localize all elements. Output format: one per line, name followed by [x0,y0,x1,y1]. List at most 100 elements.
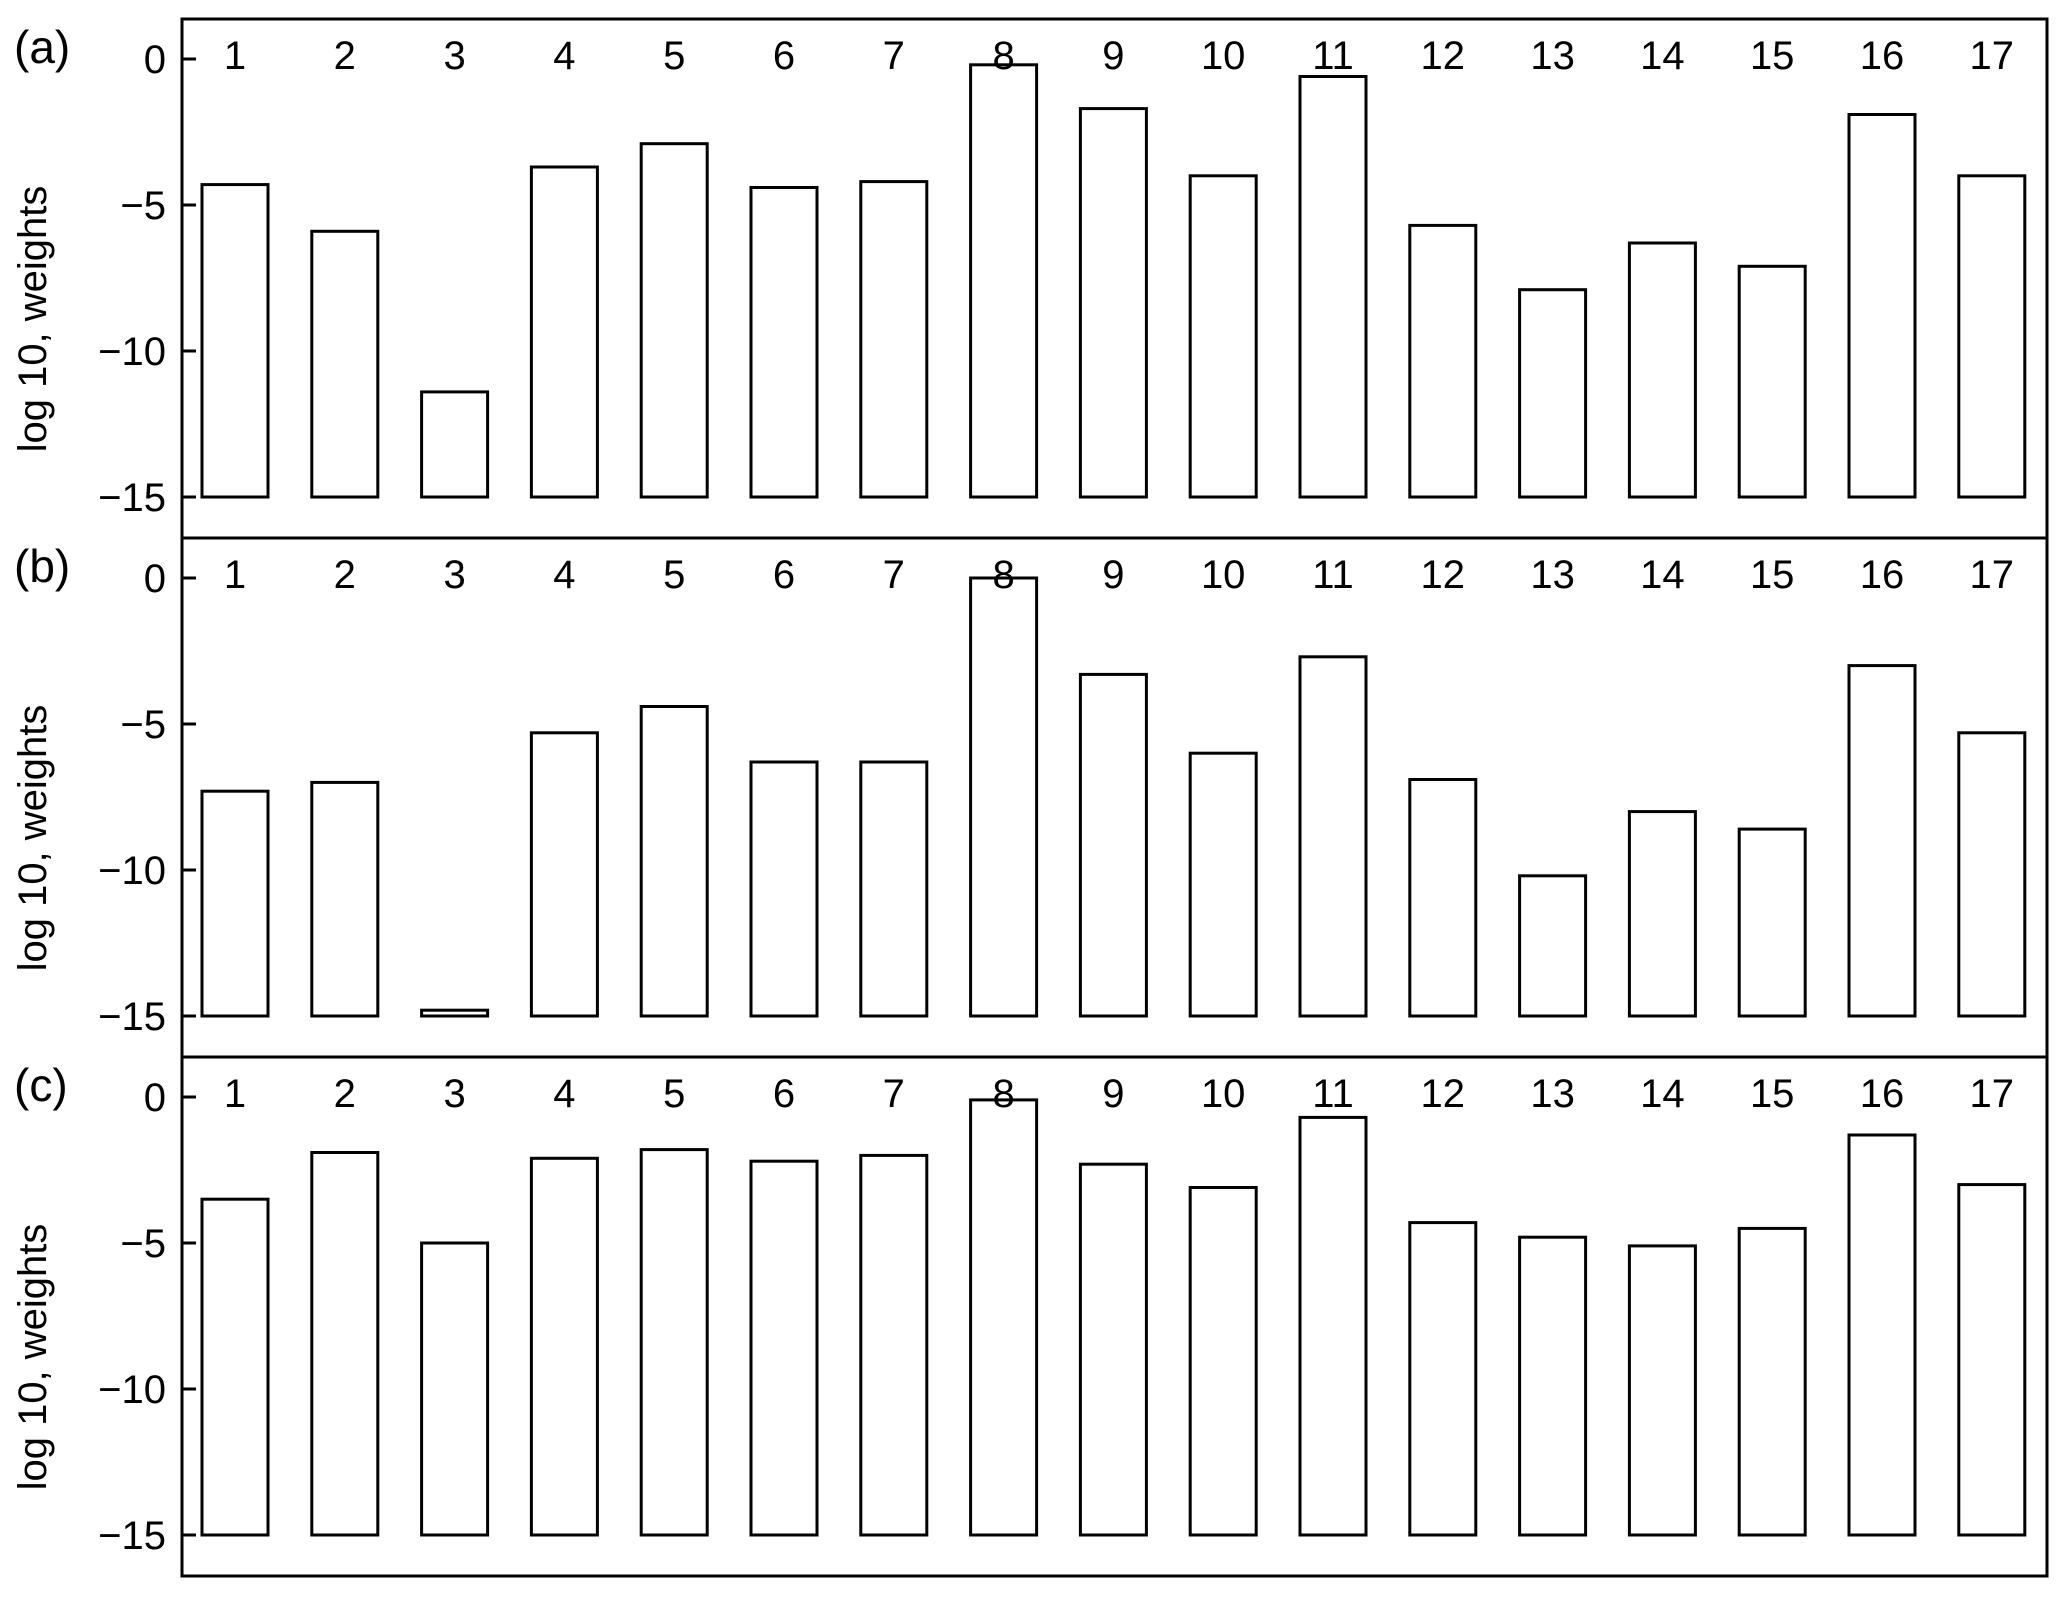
panel-label: (c) [14,1059,68,1111]
category-label: 4 [553,1072,575,1116]
category-label: 1 [224,553,246,597]
y-tick-label: −10 [98,1368,166,1412]
bar-11 [1298,655,1368,1018]
y-tick-label: −10 [98,849,166,893]
category-label: 11 [1312,553,1354,597]
category-label: 3 [443,553,465,597]
bar-3 [420,1241,490,1537]
category-label: 1 [224,34,246,78]
bar-3 [420,1008,490,1018]
bar-15 [1737,264,1807,499]
bar-4 [529,1156,599,1537]
category-label: 5 [663,553,685,597]
bar-13 [1518,874,1588,1018]
category-label: 14 [1640,34,1685,78]
panel-label: (b) [14,540,70,592]
category-label: 4 [553,34,575,78]
bar-7 [859,1153,929,1537]
bar-14 [1627,1244,1697,1537]
category-label: 3 [443,34,465,78]
category-label: 16 [1860,34,1905,78]
category-label: 12 [1421,1072,1466,1116]
y-axis-title: log 10, weights [11,705,55,972]
y-axis-title: log 10, weights [11,1224,55,1491]
y-axis-title: log 10, weights [11,186,55,453]
bar-14 [1627,810,1697,1018]
bar-9 [1078,672,1148,1018]
panel-b: 0−5−10−151 2 3 4 5 6 7 8 9 10 11 12 13 14 15 16 17(b)log… [11,536,2049,1059]
bar-12 [1408,223,1478,499]
bar-11 [1298,1115,1368,1537]
bar-14 [1627,241,1697,499]
category-label: 11 [1312,1072,1354,1116]
y-tick-label: 0 [144,557,166,601]
category-label: 15 [1750,34,1795,78]
category-label: 8 [992,34,1014,78]
category-label: 14 [1640,1072,1685,1116]
bar-4 [529,731,599,1018]
category-label: 13 [1530,553,1575,597]
bar-12 [1408,1221,1478,1537]
bar-6 [749,186,819,499]
category-label: 9 [1102,553,1124,597]
bar-5 [639,142,709,499]
category-label: 16 [1860,553,1905,597]
bar-9 [1078,1162,1148,1537]
bar-1 [200,183,270,499]
category-label: 2 [334,553,356,597]
panel-label: (a) [14,21,70,73]
category-label: 10 [1201,1072,1246,1116]
plot-frame [180,1055,2049,1578]
bar-10 [1188,1186,1258,1537]
bar-13 [1518,1235,1588,1537]
category-label: 12 [1421,34,1466,78]
category-label: 7 [883,1072,905,1116]
bar-15 [1737,1226,1807,1537]
category-label: 15 [1750,553,1795,597]
panel-c: 0−5−10−151 2 3 4 5 6 7 8 9 10 11 12 13 14 15 16 17(c)log… [11,1055,2049,1578]
bar-16 [1847,664,1917,1018]
bar-8 [969,63,1039,499]
bar-6 [749,1159,819,1537]
bar-2 [310,780,380,1018]
category-label: 6 [773,553,795,597]
category-label: 3 [443,1072,465,1116]
category-label: 10 [1201,553,1246,597]
y-tick-label: 0 [144,38,166,82]
y-tick-label: −5 [120,1222,166,1266]
bar-8 [969,576,1039,1018]
bar-4 [529,165,599,499]
bar-1 [200,1197,270,1537]
bar-7 [859,180,929,499]
bar-8 [969,1098,1039,1537]
category-label: 14 [1640,553,1685,597]
y-tick-label: −5 [120,184,166,228]
bar-16 [1847,113,1917,499]
category-label: 16 [1860,1072,1905,1116]
category-label: 6 [773,1072,795,1116]
bar-3 [420,390,490,499]
bar-17 [1957,1183,2027,1537]
bar-10 [1188,751,1258,1018]
bar-17 [1957,731,2027,1018]
category-label: 12 [1421,553,1466,597]
category-label: 9 [1102,1072,1124,1116]
bar-6 [749,760,819,1018]
bar-7 [859,760,929,1018]
category-label: 6 [773,34,795,78]
category-label: 8 [992,553,1014,597]
y-tick-label: −15 [98,476,166,520]
y-tick-label: −5 [120,703,166,747]
category-label: 8 [992,1072,1014,1116]
category-label: 9 [1102,34,1124,78]
panel-a: 0−5−10−151 2 3 4 5 6 7 8 9 10 11 12 13 14 15 16 17(a)log… [11,17,2049,540]
bar-1 [200,789,270,1018]
bar-2 [310,1151,380,1537]
category-label: 7 [883,34,905,78]
bar-15 [1737,827,1807,1018]
y-tick-label: 0 [144,1076,166,1120]
category-label: 11 [1312,34,1354,78]
category-label: 5 [663,34,685,78]
bar-5 [639,1148,709,1537]
